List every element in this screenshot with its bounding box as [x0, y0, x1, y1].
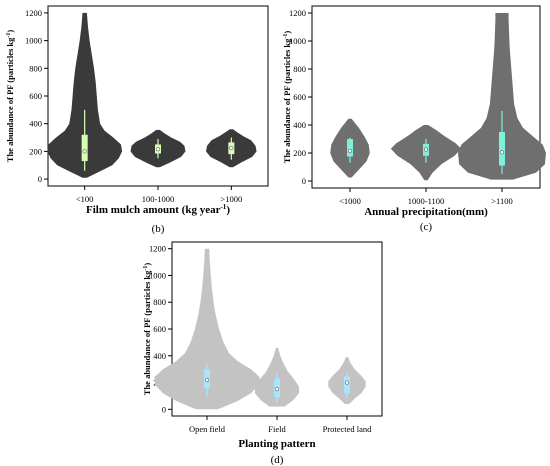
median-marker [155, 147, 161, 152]
y-tick-label: 1000 [25, 36, 42, 46]
x-tick-label: >1000 [220, 194, 242, 204]
box [344, 376, 350, 394]
y-tick-label: 0 [302, 176, 306, 186]
chart-panel-c: 0 200 400 600 800 1000 1200 <1000 1000-1100 >1100… [282, 5, 546, 233]
y-tick-label: 600 [153, 324, 166, 334]
median-marker [344, 380, 350, 385]
y-tick-label: 0 [38, 174, 42, 184]
x-axis-label: Planting pattern [238, 438, 315, 450]
x-tick-label: Field [268, 424, 286, 434]
x-tick-label: 1000-1100 [408, 196, 445, 206]
box [81, 134, 88, 162]
x-tick-label: <1000 [339, 196, 361, 206]
median-marker [499, 150, 505, 155]
x-axis-label: Film mulch amount (kg year-1) [86, 203, 230, 216]
y-tick-label: 600 [29, 91, 42, 101]
box [499, 132, 505, 166]
x-tick-label: 100-1000 [142, 194, 175, 204]
chart-panel-d: 020040060080010001200Open fieldFieldProt… [142, 241, 383, 466]
y-tick-label: 800 [293, 64, 306, 74]
y-axis-label: The abundance of PF (particles kg-1) [282, 31, 292, 164]
y-tick-label: 1000 [149, 270, 166, 280]
x-tick-label: >1100 [491, 196, 512, 206]
y-tick-label: 400 [153, 351, 166, 361]
y-tick-label: 400 [293, 120, 306, 130]
y-tick-label: 200 [29, 146, 42, 156]
y-tick-label: 600 [293, 92, 306, 102]
median-marker [229, 145, 234, 150]
x-axis-label: Annual precipitation(mm) [364, 206, 488, 218]
violin-<100 [47, 12, 123, 178]
median-marker [347, 148, 353, 153]
median-marker [204, 377, 210, 382]
y-tick-label: 0 [162, 404, 166, 414]
y-axis-label: The abundance of PF (particles kg-1) [142, 263, 152, 396]
y-tick-label: 200 [293, 148, 306, 158]
panel-label: (b) [152, 223, 165, 235]
y-tick-label: 400 [29, 119, 42, 129]
y-tick-label: 1000 [289, 36, 306, 46]
y-tick-label: 1200 [289, 8, 306, 18]
panel-label: (d) [271, 454, 284, 466]
y-axis-label: The abundance of PF (particles kg-1) [5, 30, 15, 163]
y-tick-label: 800 [29, 63, 42, 73]
x-tick-label: <100 [76, 194, 94, 204]
median-marker [82, 149, 87, 154]
median-marker [423, 147, 429, 152]
y-tick-label: 1200 [25, 8, 42, 18]
median-marker [274, 387, 280, 392]
violin->1100 [458, 13, 546, 180]
y-tick-label: 1200 [149, 244, 166, 254]
chart-panel-b: 0 200 400 600 800 1000 1200 <100 100-1000 >1000Fi… [5, 5, 269, 235]
violin-Open field [154, 248, 260, 410]
y-tick-label: 800 [153, 297, 166, 307]
box [347, 139, 353, 157]
panel-label: (c) [420, 221, 433, 233]
x-tick-label: Open field [189, 424, 226, 434]
x-tick-label: Protected land [323, 424, 373, 434]
